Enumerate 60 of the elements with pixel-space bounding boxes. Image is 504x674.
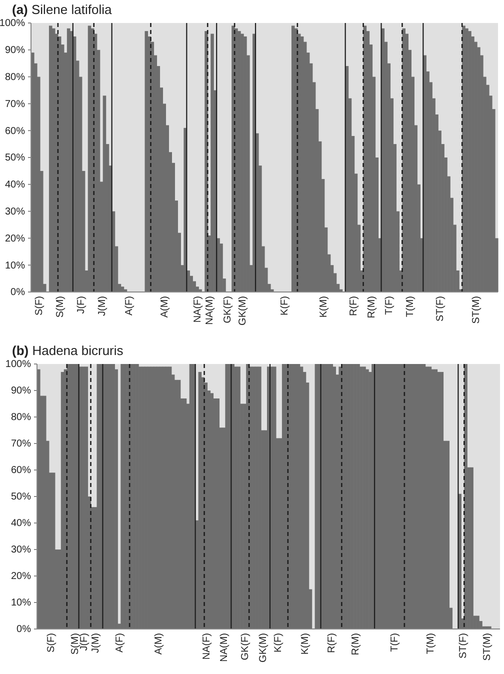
y-tick-label: 90%	[4, 45, 26, 56]
y-tick-label: 70%	[10, 438, 32, 450]
x-tick-label: S(M)	[70, 633, 81, 655]
y-tick-label: 30%	[10, 544, 32, 556]
x-tick-label: T(M)	[425, 633, 436, 654]
x-tick-label: S(F)	[46, 633, 57, 652]
y-tick-label: 80%	[4, 72, 26, 83]
x-tick-label: R(F)	[348, 296, 360, 316]
x-tick-label: GK(F)	[240, 633, 252, 660]
y-tick-label: 10%	[4, 260, 26, 272]
y-tick-label: 70%	[4, 98, 26, 110]
y-tick-label: 100%	[5, 359, 32, 370]
x-tick-label: R(M)	[350, 633, 362, 656]
y-tick-label: 20%	[4, 233, 26, 244]
x-tick-label: A(M)	[160, 296, 171, 318]
x-tick-label: K(F)	[272, 633, 284, 652]
x-tick-label: ST(F)	[435, 296, 446, 322]
y-tick-label: 40%	[10, 518, 32, 530]
x-tick-label: ST(F)	[458, 633, 470, 659]
x-tick-label: GK(M)	[238, 296, 249, 326]
x-tick-label: K(M)	[300, 633, 311, 655]
x-tick-label: T(F)	[389, 633, 400, 652]
y-tick-label: 90%	[10, 386, 32, 397]
x-tick-label: GK(F)	[222, 296, 234, 324]
y-tick-label: 50%	[4, 152, 26, 164]
chart-title: (a) Silene latifolia	[12, 2, 112, 17]
x-tick-label: J(F)	[76, 296, 87, 314]
x-tick-label: K(M)	[318, 296, 330, 318]
x-tick-label: A(M)	[153, 633, 164, 655]
x-tick-label: NA(M)	[204, 296, 216, 325]
x-tick-label: S(F)	[34, 296, 45, 316]
x-tick-label: A(F)	[124, 296, 135, 316]
x-tick-label: T(M)	[405, 296, 416, 318]
x-tick-label: A(F)	[114, 633, 126, 652]
x-tick-label: K(F)	[279, 296, 290, 316]
x-tick-label: S(M)	[54, 296, 66, 318]
x-tick-label: J(F)	[78, 633, 90, 651]
x-tick-label: NA(F)	[201, 633, 212, 660]
y-tick-label: 60%	[4, 126, 26, 137]
x-tick-label: R(F)	[326, 633, 338, 653]
x-tick-label: J(M)	[90, 633, 102, 653]
y-tick-label: 0%	[10, 287, 26, 298]
x-tick-label: NA(F)	[192, 296, 204, 323]
y-tick-label: 60%	[10, 465, 32, 476]
chart-title: (b) Hadena bicruris	[12, 343, 124, 358]
x-tick-label: J(M)	[96, 296, 108, 316]
y-tick-label: 10%	[10, 598, 32, 609]
y-tick-label: 50%	[10, 492, 32, 503]
x-tick-label: ST(M)	[482, 633, 494, 661]
y-tick-label: 30%	[4, 206, 26, 218]
y-tick-label: 40%	[4, 180, 26, 191]
y-tick-label: 20%	[10, 571, 32, 582]
y-tick-label: 0%	[16, 624, 32, 636]
x-tick-label: T(F)	[384, 296, 396, 315]
x-tick-label: GK(M)	[258, 633, 270, 662]
x-tick-label: NA(M)	[219, 633, 230, 662]
y-tick-label: 100%	[0, 18, 26, 30]
y-tick-label: 80%	[10, 412, 32, 424]
x-tick-label: ST(M)	[471, 296, 482, 324]
x-tick-label: R(M)	[366, 296, 378, 318]
